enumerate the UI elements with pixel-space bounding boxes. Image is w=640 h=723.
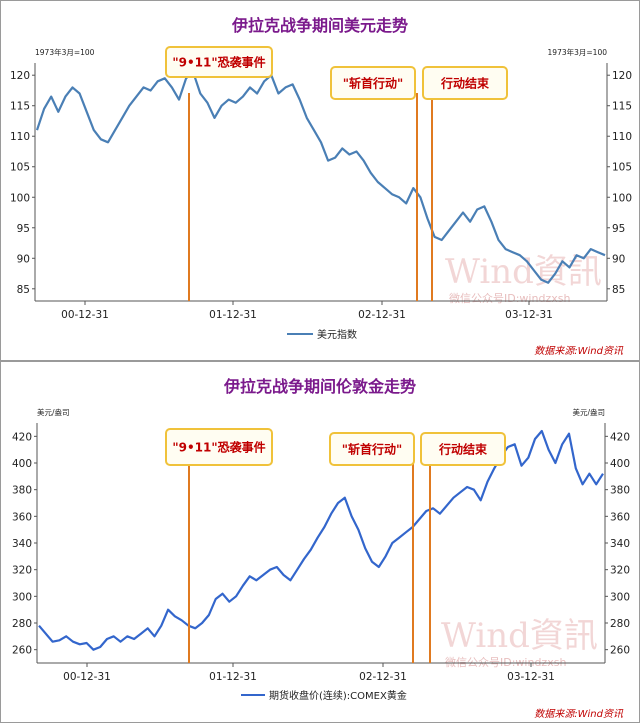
y-tick-right-label: 420 xyxy=(610,431,630,443)
y-tick-right-label: 115 xyxy=(612,101,632,113)
london-gold-chart-panel: 伊拉克战争期间伦敦金走势 美元/盎司 美元/盎司 Wind資訊 微信公众号ID:… xyxy=(0,361,640,723)
y-tick-left-label: 115 xyxy=(10,101,30,113)
annotation-label: 行动结束 xyxy=(438,442,488,457)
annotation-box xyxy=(420,432,506,466)
y-tick-right-label: 380 xyxy=(610,485,630,497)
annotation-box xyxy=(330,66,416,100)
y-tick-left-label: 360 xyxy=(12,511,32,523)
watermark-subtitle: 微信公众号ID:windzxsh xyxy=(449,291,570,305)
chart-title: 伊拉克战争期间伦敦金走势 xyxy=(223,377,416,396)
watermark-subtitle: 微信公众号ID:windzxsh xyxy=(445,655,566,669)
y-tick-left-label: 260 xyxy=(12,645,32,657)
y-tick-right-label: 340 xyxy=(610,538,630,550)
x-tick-label: 00-12-31 xyxy=(61,309,109,321)
y-tick-right-label: 360 xyxy=(610,511,630,523)
annotation-box xyxy=(422,66,508,100)
usd-index-chart-panel: 伊拉克战争期间美元走势 1973年3月=100 1973年3月=100 Wind… xyxy=(0,0,640,361)
right-unit-label: 1973年3月=100 xyxy=(548,47,608,57)
annotation-label: 行动结束 xyxy=(440,76,490,91)
y-tick-left-label: 380 xyxy=(12,485,32,497)
y-tick-right-label: 105 xyxy=(612,162,632,174)
y-tick-left-label: 120 xyxy=(10,70,30,82)
x-tick-label: 02-12-31 xyxy=(359,671,407,683)
left-unit-label: 1973年3月=100 xyxy=(35,47,95,57)
y-tick-right-label: 320 xyxy=(610,565,630,577)
y-tick-left-label: 110 xyxy=(10,131,30,143)
series-line xyxy=(35,71,606,284)
y-tick-left-label: 400 xyxy=(12,458,32,470)
y-tick-right-label: 90 xyxy=(612,253,625,265)
y-tick-right-label: 400 xyxy=(610,458,630,470)
y-tick-left-label: 100 xyxy=(10,192,30,204)
y-tick-left-label: 280 xyxy=(12,618,32,630)
y-tick-left-label: 320 xyxy=(12,565,32,577)
y-tick-left-label: 95 xyxy=(17,223,30,235)
annotation-box xyxy=(165,428,273,466)
y-tick-left-label: 420 xyxy=(12,431,32,443)
annotation-label: "斩首行动" xyxy=(342,442,403,457)
x-tick-label: 03-12-31 xyxy=(505,309,553,321)
y-tick-left-label: 105 xyxy=(10,162,30,174)
watermark: Wind資訊 xyxy=(441,616,598,656)
x-tick-label: 03-12-31 xyxy=(507,671,555,683)
left-unit-label: 美元/盎司 xyxy=(37,407,70,417)
legend-label: 美元指数 xyxy=(317,328,357,341)
y-tick-left-label: 90 xyxy=(17,253,30,265)
plot-area: 85 85 90 90 95 95 100 100 105 105 110 110 115 115 120 1… xyxy=(10,46,632,321)
series-line xyxy=(38,429,604,651)
y-tick-right-label: 300 xyxy=(610,591,630,603)
legend: 期货收盘价(连续):COMEX黄金 xyxy=(241,689,407,702)
source-note: 数据来源:Wind资讯 xyxy=(534,345,624,357)
y-tick-right-label: 120 xyxy=(612,70,632,82)
legend: 美元指数 xyxy=(287,328,357,341)
plot-area: 260 260 280 280 300 300 320 320 340 340 360 360 380 3… xyxy=(12,423,630,683)
y-tick-right-label: 100 xyxy=(612,192,632,204)
y-tick-left-label: 85 xyxy=(17,284,30,296)
london-gold-chart: 伊拉克战争期间伦敦金走势 美元/盎司 美元/盎司 Wind資訊 微信公众号ID:… xyxy=(12,377,630,720)
y-tick-left-label: 340 xyxy=(12,538,32,550)
y-tick-right-label: 110 xyxy=(612,131,632,143)
annotation-box xyxy=(165,46,273,78)
annotation-label: "9•11"恐袭事件 xyxy=(172,55,265,70)
usd-index-chart: 伊拉克战争期间美元走势 1973年3月=100 1973年3月=100 Wind… xyxy=(10,16,632,357)
right-unit-label: 美元/盎司 xyxy=(572,407,605,417)
y-tick-left-label: 300 xyxy=(12,591,32,603)
legend-label: 期货收盘价(连续):COMEX黄金 xyxy=(269,689,407,702)
x-tick-label: 02-12-31 xyxy=(358,309,406,321)
y-tick-right-label: 95 xyxy=(612,223,625,235)
x-tick-label: 00-12-31 xyxy=(63,671,111,683)
y-tick-right-label: 260 xyxy=(610,645,630,657)
annotation-label: "斩首行动" xyxy=(343,76,404,91)
source-note: 数据来源:Wind资讯 xyxy=(534,708,624,720)
annotation-label: "9•11"恐袭事件 xyxy=(172,440,265,455)
x-tick-label: 01-12-31 xyxy=(209,309,257,321)
y-tick-right-label: 280 xyxy=(610,618,630,630)
chart-title: 伊拉克战争期间美元走势 xyxy=(231,16,408,35)
annotation-box xyxy=(329,432,415,466)
x-tick-label: 01-12-31 xyxy=(209,671,257,683)
y-tick-right-label: 85 xyxy=(612,284,625,296)
